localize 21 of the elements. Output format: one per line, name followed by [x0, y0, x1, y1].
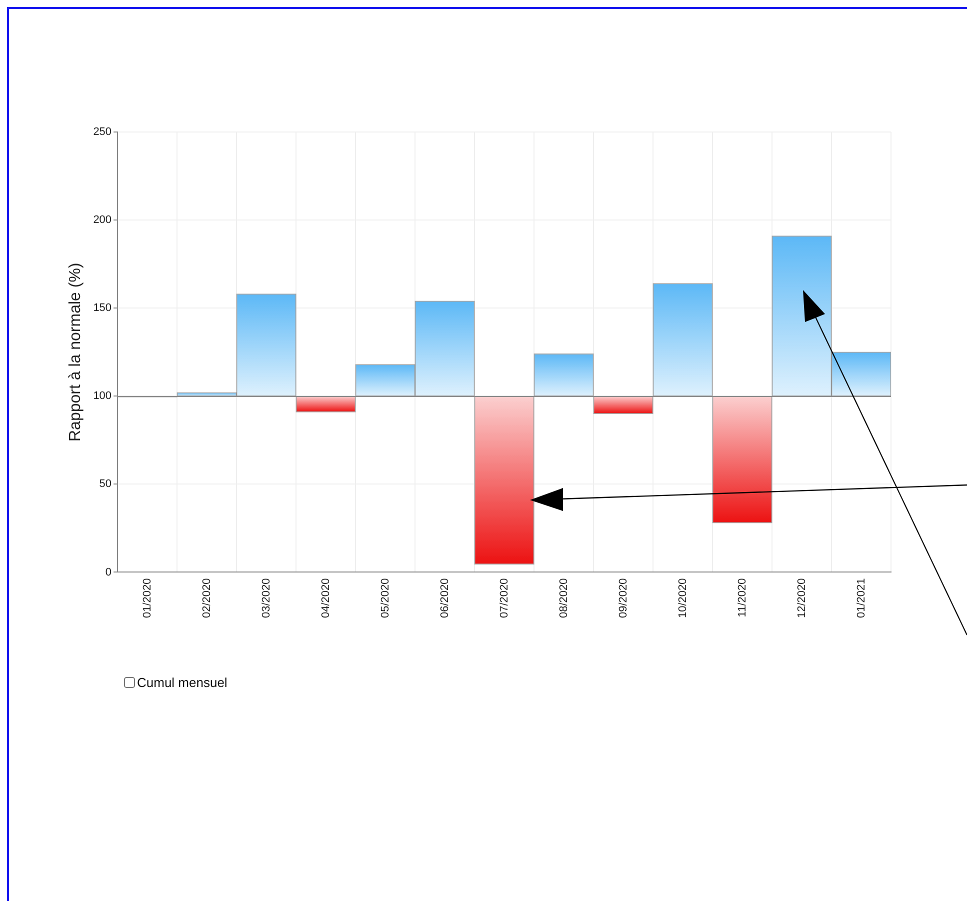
x-tick-label: 03/2020	[260, 578, 272, 618]
y-axis-title: Rapport à la normale (%)	[67, 262, 84, 442]
x-tick-label: 02/2020	[200, 578, 213, 618]
y-tick-label: 50	[99, 478, 112, 490]
x-tick-label: 07/2020	[498, 578, 510, 618]
x-tick-label: 01/2020	[141, 578, 154, 618]
x-tick-label: 10/2020	[676, 578, 689, 618]
x-tick-label: 04/2020	[320, 578, 332, 618]
text: Cumul mensuel	[137, 675, 228, 690]
x-tick-label: 01/2021	[855, 578, 868, 618]
y-tick-label: 0	[105, 566, 112, 578]
x-tick-label: 09/2020	[617, 578, 630, 618]
x-tick-label: 06/2020	[438, 578, 451, 618]
y-tick-label: 250	[93, 126, 112, 138]
x-tick-label: 08/2020	[558, 578, 570, 618]
x-tick-label: 12/2020	[796, 578, 808, 618]
y-tick-label: 150	[93, 302, 112, 314]
x-tick-label: 11/2020	[736, 578, 748, 618]
y-tick-label: 200	[93, 214, 112, 226]
x-tick-label: 05/2020	[379, 578, 392, 618]
y-tick-label: 100	[93, 390, 112, 402]
